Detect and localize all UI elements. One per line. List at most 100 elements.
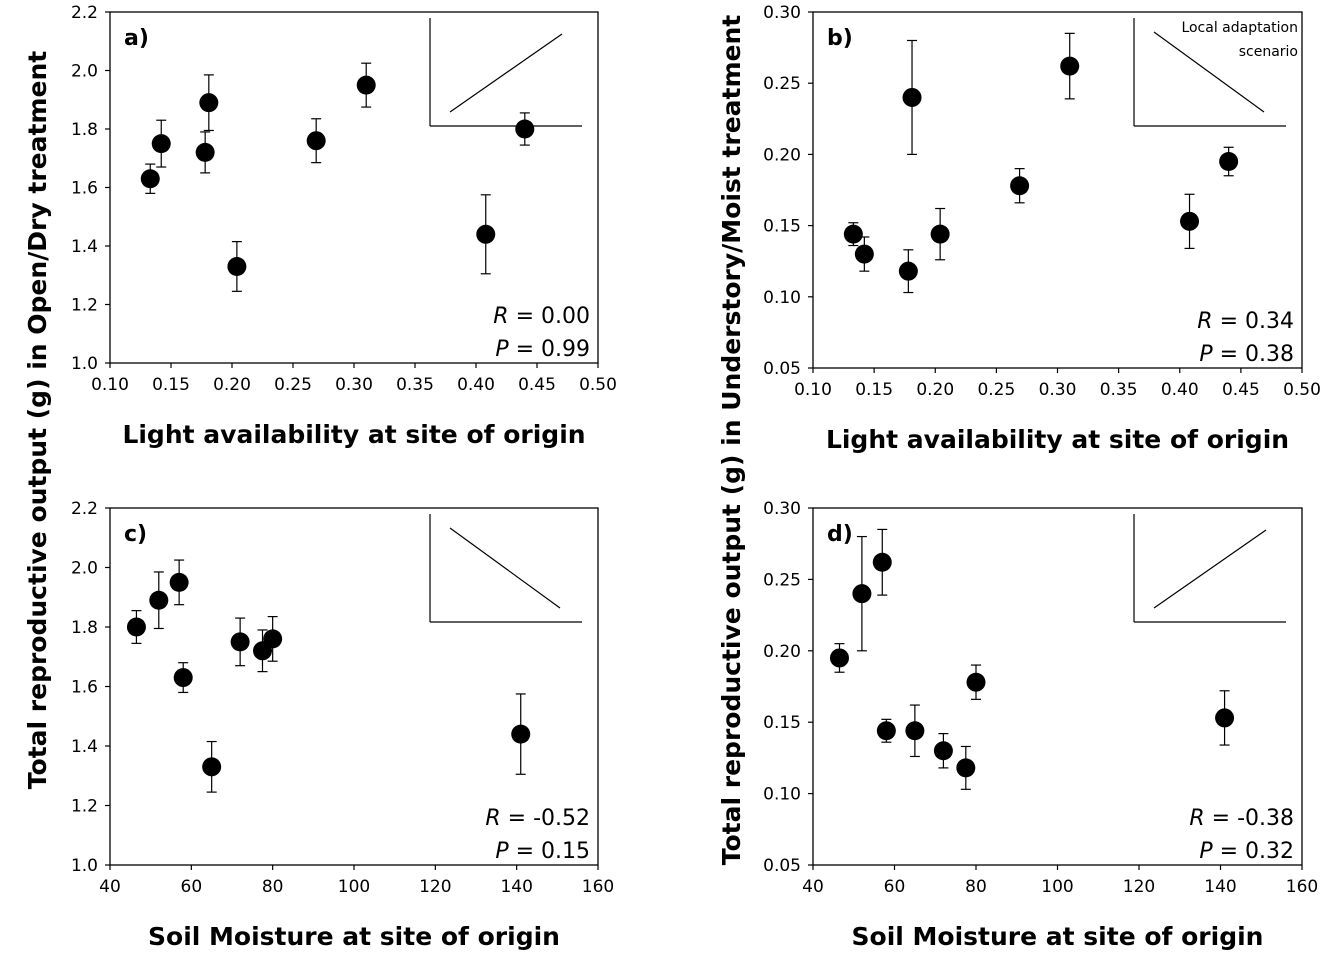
y-tick-label: 1.4 bbox=[71, 737, 98, 757]
x-tick-label: 0.10 bbox=[794, 380, 832, 400]
data-point bbox=[511, 724, 531, 744]
y-tick-label: 1.8 bbox=[71, 120, 98, 140]
data-point bbox=[140, 169, 160, 189]
data-point bbox=[852, 584, 872, 604]
x-tick-label: 100 bbox=[338, 877, 370, 897]
r-statistic: R = 0.34 bbox=[1197, 309, 1294, 334]
data-point bbox=[1219, 152, 1239, 172]
x-tick-label: 0.20 bbox=[213, 375, 251, 395]
data-point bbox=[956, 758, 976, 778]
y-tick-label: 2.0 bbox=[71, 62, 98, 82]
y-tick-label: 1.2 bbox=[71, 797, 98, 817]
x-tick-label: 0.35 bbox=[396, 375, 434, 395]
r-value: = 0.34 bbox=[1213, 309, 1294, 334]
panel-label: d) bbox=[827, 522, 853, 547]
p-value: = 0.38 bbox=[1213, 342, 1294, 367]
data-point bbox=[854, 244, 874, 264]
x-tick-label: 0.50 bbox=[1283, 380, 1321, 400]
p-statistic: P = 0.15 bbox=[495, 839, 590, 864]
x-tick-label: 0.10 bbox=[91, 375, 129, 395]
data-point bbox=[898, 261, 918, 281]
panel-label: b) bbox=[827, 26, 853, 51]
p-key: P bbox=[1199, 342, 1213, 367]
y-tick-label: 1.0 bbox=[71, 354, 98, 374]
p-key: P bbox=[1199, 839, 1213, 864]
data-point bbox=[902, 87, 922, 107]
panel-a: 0.10 0.15 0.20 0.25 0.30 0.35 0.40 0.45 0.50 1.0 1… bbox=[71, 3, 617, 449]
x-tick-label: 160 bbox=[582, 877, 614, 897]
x-tick-label: 160 bbox=[1286, 877, 1318, 897]
y-tick-label: 0.15 bbox=[763, 713, 801, 733]
y-tick-label: 2.2 bbox=[71, 499, 98, 519]
data-point bbox=[872, 552, 892, 572]
y-tick-label: 1.0 bbox=[71, 856, 98, 876]
y-tick-label: 2.2 bbox=[71, 3, 98, 23]
p-statistic: P = 0.38 bbox=[1199, 342, 1294, 367]
data-point bbox=[169, 572, 189, 592]
data-point bbox=[227, 256, 247, 276]
x-tick-label: 0.20 bbox=[916, 380, 954, 400]
x-tick-label: 0.15 bbox=[152, 375, 190, 395]
x-tick-label: 0.40 bbox=[457, 375, 495, 395]
p-key: P bbox=[495, 839, 509, 864]
inset-trend-line bbox=[1153, 31, 1265, 113]
x-tick-label: 0.45 bbox=[1222, 380, 1260, 400]
r-statistic: R = -0.38 bbox=[1189, 806, 1294, 831]
r-statistic: R = 0.00 bbox=[493, 304, 590, 329]
x-tick-label: 80 bbox=[965, 877, 987, 897]
y-tick-label: 2.0 bbox=[71, 559, 98, 579]
x-tick-label: 0.25 bbox=[977, 380, 1015, 400]
inset-caption: Local adaptation bbox=[1181, 20, 1298, 36]
p-value: = 0.32 bbox=[1213, 839, 1294, 864]
y-axis-label-understory-moist: Total reproductive output (g) in Underst… bbox=[717, 15, 746, 866]
x-tick-label: 120 bbox=[1123, 877, 1155, 897]
data-point bbox=[905, 721, 925, 741]
inset-trend-line bbox=[1153, 529, 1267, 609]
r-key: R bbox=[485, 806, 500, 831]
y-axis-label-open-dry: Total reproductive output (g) in Open/Dr… bbox=[23, 51, 52, 789]
x-tick-label: 0.30 bbox=[335, 375, 373, 395]
x-tick-label: 0.35 bbox=[1100, 380, 1138, 400]
p-key: P bbox=[495, 337, 509, 362]
p-statistic: P = 0.32 bbox=[1199, 839, 1294, 864]
p-value: = 0.15 bbox=[509, 839, 590, 864]
data-point bbox=[126, 617, 146, 637]
y-tick-label: 0.20 bbox=[763, 642, 801, 662]
y-tick-label: 1.6 bbox=[71, 179, 98, 199]
data-point bbox=[1060, 56, 1080, 76]
y-tick-label: 0.25 bbox=[763, 74, 801, 94]
data-point bbox=[195, 142, 215, 162]
y-tick-label: 1.2 bbox=[71, 296, 98, 316]
y-tick-label: 0.30 bbox=[763, 499, 801, 519]
data-point bbox=[966, 672, 986, 692]
y-tick-label: 1.6 bbox=[71, 678, 98, 698]
y-tick-label: 0.05 bbox=[763, 856, 801, 876]
panel-b: 0.10 0.15 0.20 0.25 0.30 0.35 0.40 0.45 0.50 0.05… bbox=[763, 3, 1321, 454]
y-tick-label: 0.25 bbox=[763, 570, 801, 590]
r-key: R bbox=[1197, 309, 1212, 334]
x-axis-label: Light availability at site of origin bbox=[826, 425, 1289, 454]
inset-trend-line bbox=[449, 33, 563, 113]
data-point bbox=[829, 648, 849, 668]
y-tick-label: 0.10 bbox=[763, 785, 801, 805]
y-tick-label: 0.10 bbox=[763, 288, 801, 308]
r-key: R bbox=[493, 304, 508, 329]
data-point bbox=[1010, 176, 1030, 196]
y-tick-label: 0.05 bbox=[763, 359, 801, 379]
data-point bbox=[173, 668, 193, 688]
data-point bbox=[930, 224, 950, 244]
y-tick-label: 1.4 bbox=[71, 237, 98, 257]
inset-trend-line bbox=[449, 527, 561, 609]
x-tick-label: 0.50 bbox=[579, 375, 617, 395]
r-statistic: R = -0.52 bbox=[485, 806, 590, 831]
data-point bbox=[515, 119, 535, 139]
panel-d: 40 60 80 100 120 140 160 0.05 0.10 0.15 0.20 0.25 0.… bbox=[763, 499, 1318, 951]
x-tick-label: 140 bbox=[500, 877, 532, 897]
x-axis-label: Light availability at site of origin bbox=[122, 420, 585, 449]
data-point bbox=[876, 721, 896, 741]
panel-label: a) bbox=[124, 26, 149, 51]
data-point bbox=[843, 224, 863, 244]
x-tick-label: 0.15 bbox=[855, 380, 893, 400]
y-tick-label: 0.30 bbox=[763, 3, 801, 23]
